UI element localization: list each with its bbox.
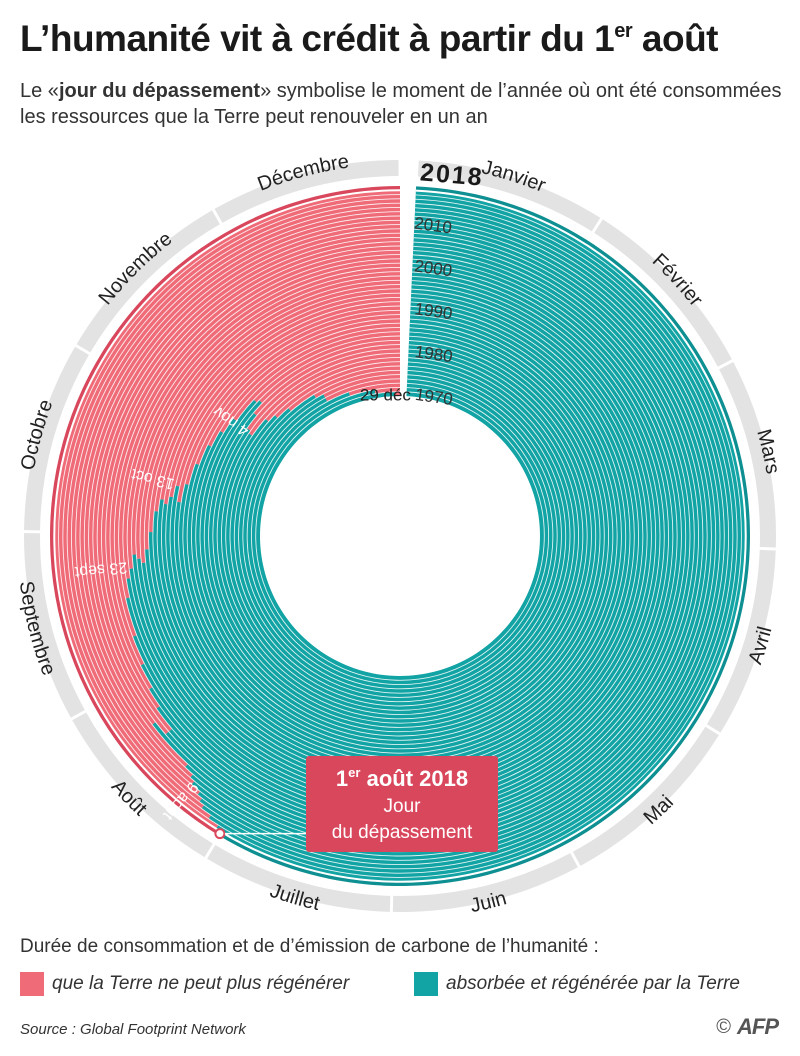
legend-swatch-regenerated — [414, 972, 438, 996]
regenerated-ring-2008 — [165, 229, 708, 844]
regenerated-ring-1975 — [234, 370, 566, 702]
ring-separator — [212, 348, 588, 724]
year-label-1970: 1970 — [414, 385, 454, 409]
month-ring-segment — [572, 726, 719, 866]
ring-separator — [233, 369, 567, 703]
month-label-8: Septembre — [15, 580, 60, 679]
overshoot-ring-1986 — [207, 323, 400, 447]
ring-separator — [191, 326, 609, 746]
ring-separator — [62, 198, 738, 874]
overshoot-ring-1990 — [175, 306, 400, 487]
ring-separator — [75, 211, 725, 861]
ring-separator — [186, 322, 614, 750]
chart-subtitle: Le «jour du dépassement» symbolise le mo… — [20, 80, 782, 128]
month-ring-segment — [214, 160, 399, 223]
callout-line2: du dépassement — [332, 822, 473, 843]
callout-line1: Jour — [384, 796, 422, 817]
month-ring-segment — [706, 549, 776, 733]
chart-title: L’humanité vit à crédit à partir du 1er … — [20, 18, 719, 59]
legend-swatch-overshoot — [20, 972, 44, 996]
ring-separator — [66, 202, 734, 870]
ring-separator — [229, 365, 571, 707]
callout-box — [306, 756, 498, 852]
copyright-symbol: © — [716, 1015, 731, 1038]
ring-separator — [182, 318, 618, 754]
regenerated-ring-1976 — [229, 366, 570, 706]
overshoot-2018-marker — [214, 828, 226, 840]
month-ring-segment — [719, 361, 776, 548]
legend-label-regenerated: absorbée et régénérée par la Terre — [446, 973, 740, 994]
ring-separator — [203, 339, 597, 733]
ring-separator — [79, 215, 721, 857]
month-ring-segment — [24, 346, 89, 531]
month-ring-segment — [23, 533, 85, 718]
regenerated-ring-1973 — [242, 379, 558, 694]
source-note: Source : Global Footprint Network — [20, 1021, 246, 1038]
regenerated-ring-1972 — [247, 383, 553, 689]
overshoot-ring-1987 — [195, 318, 400, 465]
ring-separator — [246, 382, 554, 690]
ring-separator — [216, 352, 584, 720]
ring-separator-2018 — [53, 189, 747, 883]
overshoot-ring-1985 — [219, 327, 400, 434]
month-ring-segment — [207, 845, 391, 912]
regenerated-ring-1971 — [251, 387, 549, 685]
ring-separator — [255, 391, 545, 681]
ring-separator — [199, 335, 601, 737]
ring-separator — [208, 344, 592, 728]
ring-separator — [71, 206, 730, 865]
ring-separator — [242, 378, 558, 694]
afp-logo: AFP — [737, 1014, 779, 1039]
overshoot-ring-1970 — [395, 391, 400, 397]
month-ring-segment — [392, 853, 578, 912]
annotation-label: 23 sept — [74, 558, 128, 580]
legend-label-overshoot: que la Terre ne peut plus régénérer — [52, 973, 350, 994]
month-ring-segment — [76, 210, 220, 353]
callout-date: 1er août 2018 — [336, 765, 468, 791]
year-label-2018: 2018 — [419, 158, 485, 191]
month-ring-segment — [72, 712, 213, 858]
overshoot-ring-1975 — [313, 370, 400, 399]
ring-separator — [238, 374, 562, 698]
ring-separator — [225, 361, 575, 711]
credit: © AFP — [716, 1014, 779, 1040]
overshoot-ring-1988 — [184, 314, 400, 485]
month-ring-segment — [594, 219, 732, 367]
ring-separator — [250, 386, 549, 685]
overshoot-radial-chart: JanvierFévrierMarsAvrilMaiJuinJuilletAoû… — [15, 151, 784, 918]
month-ring-segment — [417, 160, 601, 232]
overshoot-ring-2006 — [101, 237, 401, 709]
legend-item-regenerated: absorbée et régénérée par la Terre — [414, 972, 740, 996]
regenerated-ring-2007 — [168, 233, 703, 839]
ring-separator — [195, 331, 605, 741]
legend-title: Durée de consommation et de d’émission d… — [20, 936, 599, 957]
annotation-label: 29 déc — [360, 385, 412, 404]
ring-separator — [221, 356, 580, 716]
legend-item-overshoot: que la Terre ne peut plus régénérer — [20, 972, 349, 996]
regenerated-ring-1974 — [238, 374, 562, 698]
month-label-4: Mai — [640, 791, 678, 829]
ring-separator — [58, 194, 742, 878]
regenerated-ring-1970 — [255, 391, 545, 681]
